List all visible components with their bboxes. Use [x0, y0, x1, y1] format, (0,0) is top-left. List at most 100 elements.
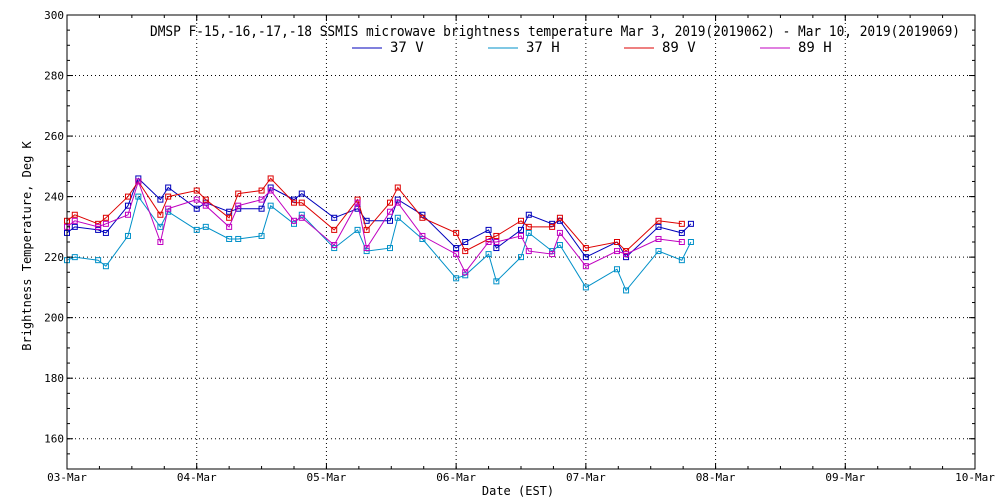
- data-point: [71, 211, 78, 218]
- data-point: [453, 245, 460, 252]
- data-point: [95, 257, 102, 264]
- data-point: [556, 229, 563, 236]
- legend-label: 37 H: [526, 40, 560, 56]
- data-point: [493, 239, 500, 245]
- data-point: [226, 235, 233, 242]
- data-point: [226, 223, 233, 230]
- data-point: [235, 190, 242, 197]
- chart-title: DMSP F-15,-16,-17,-18 SSMIS microwave br…: [150, 24, 960, 40]
- data-point: [582, 284, 589, 291]
- data-point: [549, 251, 556, 258]
- data-point: [95, 223, 102, 230]
- data-point: [582, 245, 589, 252]
- x-tick-label: 07-Mar: [566, 471, 606, 484]
- data-point: [157, 196, 164, 203]
- data-point: [165, 205, 172, 212]
- data-point: [298, 214, 305, 221]
- data-point: [124, 232, 131, 239]
- x-tick-label: 06-Mar: [436, 471, 476, 484]
- legend-label: 37 V: [390, 40, 424, 56]
- data-point: [613, 266, 620, 273]
- data-point: [485, 235, 492, 242]
- data-point: [419, 232, 426, 239]
- x-tick-label: 05-Mar: [307, 471, 347, 484]
- data-point: [354, 199, 361, 206]
- data-point: [386, 208, 393, 215]
- data-point: [258, 232, 265, 239]
- x-tick-label: 08-Mar: [696, 471, 736, 484]
- data-point: [363, 226, 370, 233]
- data-point: [202, 196, 209, 203]
- data-point: [165, 193, 172, 200]
- data-point: [493, 232, 500, 239]
- data-point: [655, 248, 662, 255]
- series-37-h: [64, 193, 694, 294]
- x-axis-label: Date (EST): [482, 484, 554, 498]
- y-tick-label: 240: [44, 191, 64, 204]
- data-point: [235, 235, 242, 242]
- data-point: [193, 196, 200, 203]
- data-point: [556, 214, 563, 221]
- data-point: [298, 211, 305, 218]
- data-point: [193, 187, 200, 194]
- data-point: [623, 251, 630, 258]
- data-point: [687, 239, 694, 245]
- y-tick-label: 220: [44, 251, 64, 264]
- data-point: [165, 184, 172, 191]
- data-point: [525, 223, 532, 230]
- data-point: [102, 214, 109, 221]
- data-point: [267, 202, 274, 209]
- data-point: [71, 217, 78, 224]
- data-point: [678, 239, 685, 245]
- data-point: [485, 239, 492, 245]
- y-tick-label: 160: [44, 433, 64, 446]
- data-point: [525, 211, 532, 218]
- data-point: [193, 205, 200, 212]
- data-point: [518, 254, 524, 261]
- data-point: [525, 248, 532, 255]
- data-point: [394, 214, 401, 221]
- data-point: [124, 193, 131, 200]
- data-point: [267, 187, 274, 194]
- data-point: [193, 226, 200, 233]
- data-point: [582, 263, 589, 270]
- legend-label: 89 H: [798, 40, 832, 56]
- data-point: [258, 187, 265, 194]
- y-tick-label: 280: [44, 70, 64, 83]
- data-point: [102, 263, 109, 270]
- data-point: [71, 223, 78, 230]
- data-point: [518, 217, 524, 224]
- data-point: [363, 245, 370, 252]
- data-point: [157, 211, 164, 218]
- x-tick-label: 10-Mar: [955, 471, 995, 484]
- data-point: [394, 184, 401, 191]
- data-point: [291, 220, 297, 227]
- data-point: [678, 257, 685, 264]
- y-tick-label: 180: [44, 372, 64, 385]
- tick-layer: 160 180 200 220 240 260 280 300 03-Mar 04-Mar 05-M…: [44, 9, 995, 484]
- data-point: [493, 278, 500, 285]
- data-point: [102, 229, 109, 236]
- data-point: [331, 242, 338, 249]
- data-point: [525, 229, 532, 236]
- data-point: [493, 245, 500, 252]
- data-point: [298, 199, 305, 206]
- data-point: [135, 178, 142, 185]
- series-37-v: [64, 175, 694, 261]
- y-tick-label: 260: [44, 130, 64, 143]
- data-point: [623, 254, 630, 261]
- data-point: [258, 196, 265, 203]
- data-point: [613, 239, 620, 245]
- data-point: [291, 217, 297, 224]
- data-point: [202, 202, 209, 209]
- series-line: [66, 179, 682, 274]
- data-point: [655, 217, 662, 224]
- data-point: [135, 193, 142, 200]
- grid-layer: [66, 14, 976, 469]
- data-point: [462, 239, 469, 245]
- data-point: [556, 242, 563, 249]
- data-point: [678, 220, 685, 227]
- data-point: [655, 235, 662, 242]
- data-point: [453, 275, 460, 282]
